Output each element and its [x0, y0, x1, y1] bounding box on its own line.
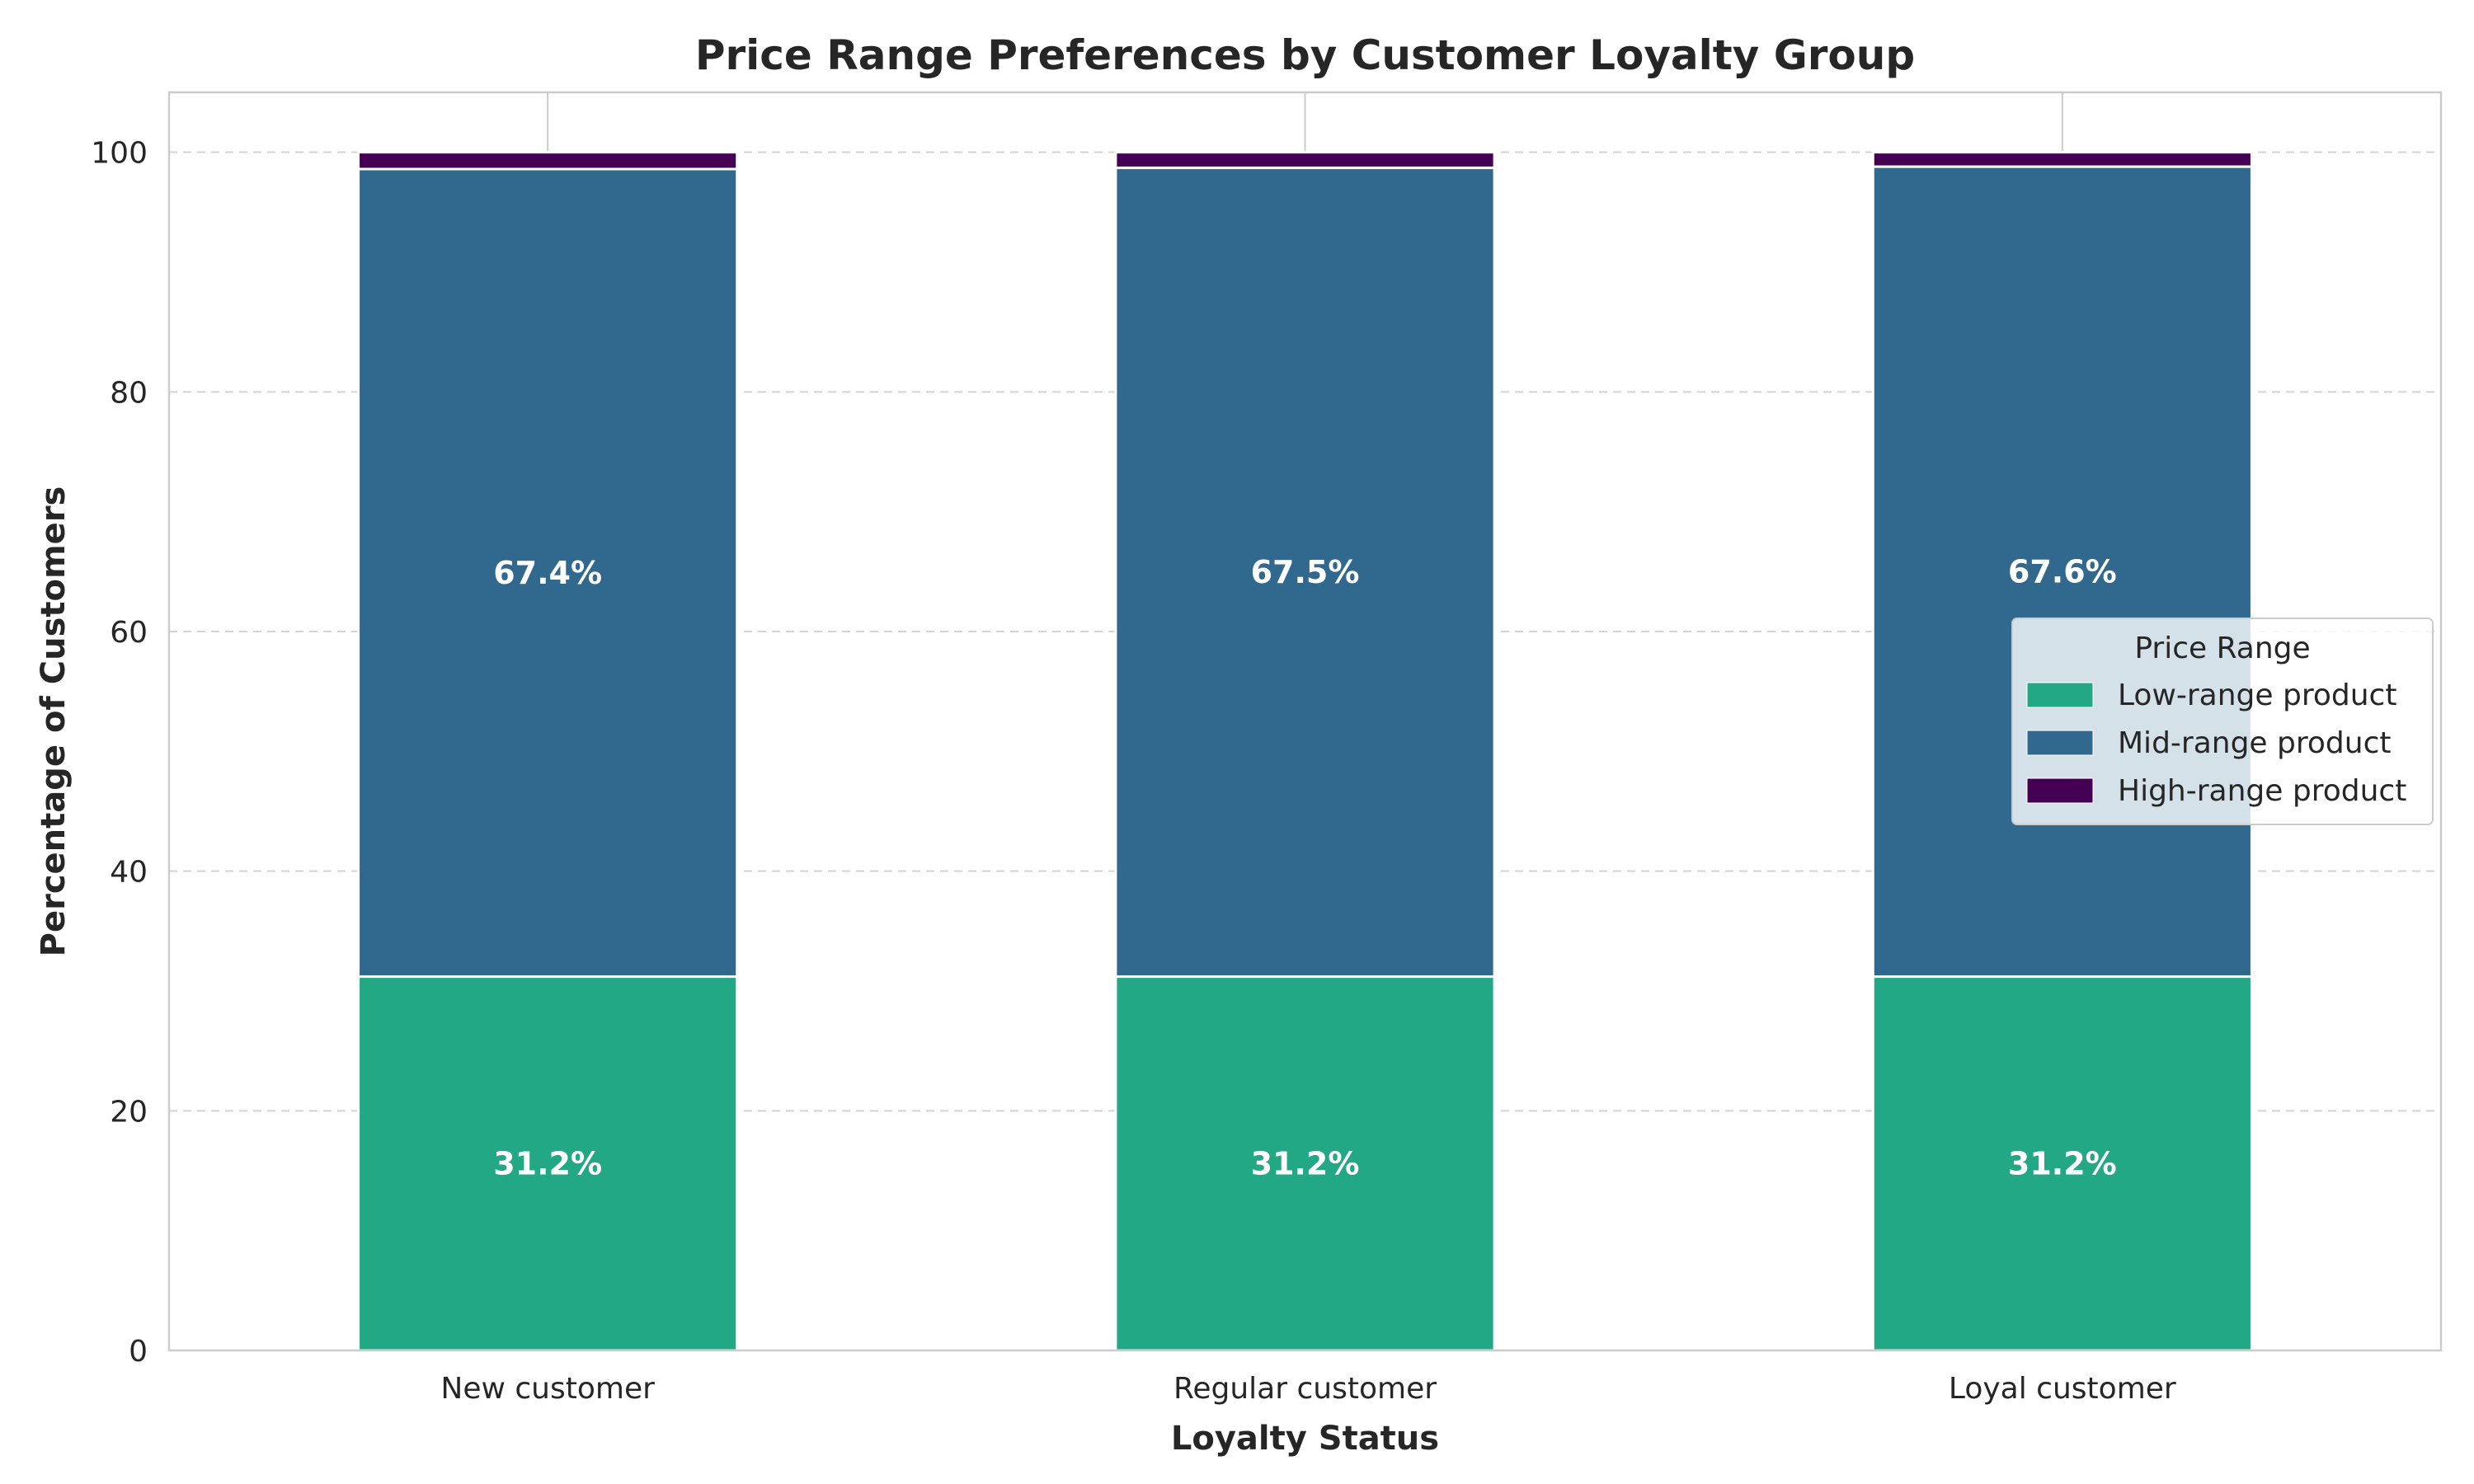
data-label: 67.4%: [493, 555, 602, 591]
legend-items: Low-range product Mid-range product High-r…: [2026, 679, 2406, 808]
x-tick-label: Loyal customer: [1949, 1372, 2176, 1406]
x-tick-label: New customer: [440, 1372, 655, 1406]
bar-segment: [1871, 151, 2253, 168]
tick-layer: 0 20 40 60 80 100 New customer Regular customer…: [91, 137, 2176, 1406]
y-tick-label: 60: [110, 616, 148, 650]
bar-segment: [357, 151, 739, 171]
y-tick-label: 20: [110, 1095, 148, 1129]
plot-frame: [167, 91, 2443, 1352]
data-label: 31.2%: [493, 1145, 602, 1181]
legend-title: Price Range: [2134, 632, 2310, 665]
data-label: 31.2%: [1251, 1145, 1360, 1181]
data-label: 31.2%: [2008, 1145, 2117, 1181]
y-tick-label: 0: [129, 1335, 148, 1369]
x-tick-label: Regular customer: [1174, 1372, 1437, 1406]
y-tick-label: 40: [110, 856, 148, 890]
label-layer: 31.2% 67.4% 31.2% 67.5% 31.2% 67.6%: [493, 553, 2117, 1181]
bar-segment: [357, 975, 739, 1352]
bar-segment: [1871, 975, 2253, 1352]
legend: Price Range Low-range product Mid-range p…: [2011, 618, 2434, 825]
y-tick-label: 100: [91, 137, 148, 171]
legend-swatch: [2026, 777, 2094, 804]
legend-box: [2011, 618, 2434, 825]
legend-entry-label: Low-range product: [2118, 679, 2396, 712]
bar-segment: [1114, 975, 1496, 1352]
legend-entry-label: Mid-range product: [2118, 726, 2392, 760]
chart-title: Price Range Preferences by Customer Loya…: [695, 31, 1915, 79]
bar-segment: [1871, 165, 2253, 979]
bar-segment: [1114, 167, 1496, 979]
data-label: 67.5%: [1251, 554, 1360, 590]
legend-swatch: [2026, 730, 2094, 756]
legend-entry-label: High-range product: [2118, 774, 2406, 808]
y-axis-label: Percentage of Customers: [35, 486, 73, 957]
legend-swatch: [2026, 682, 2094, 708]
y-tick-label: 80: [110, 376, 148, 410]
x-axis-label: Loyalty Status: [1171, 1420, 1439, 1458]
data-label: 67.6%: [2008, 553, 2117, 589]
bar-layer: [357, 151, 2253, 1352]
bar-segment: [1114, 151, 1496, 170]
